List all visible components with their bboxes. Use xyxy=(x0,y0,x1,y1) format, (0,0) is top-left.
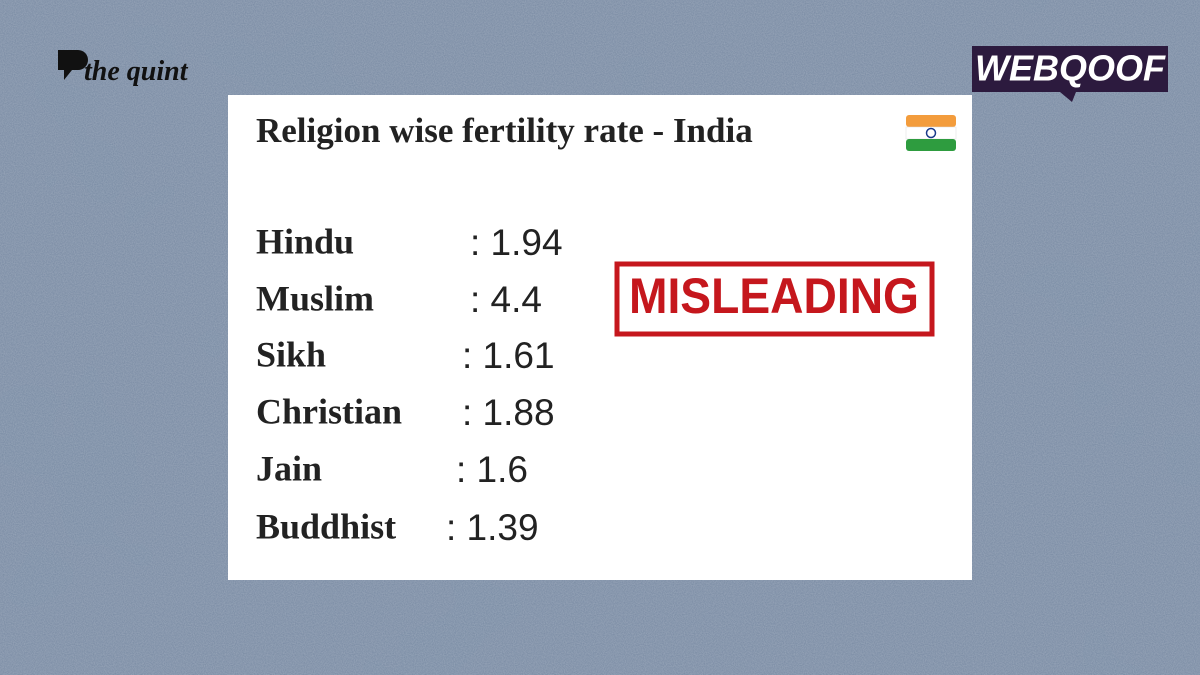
logo-icon xyxy=(58,50,88,80)
badge-box xyxy=(972,46,1168,92)
row-label: Jain xyxy=(256,448,322,488)
stamp-text: MISLEADING xyxy=(629,268,919,324)
flag-chakra xyxy=(925,127,937,139)
flag-green xyxy=(906,139,956,151)
row-value: : 1.94 xyxy=(470,222,563,263)
row-label: Buddhist xyxy=(256,506,396,546)
row-value: : 1.88 xyxy=(462,392,555,433)
rows: Hindu : 1.94 Muslim : 4.4 Sikh : 1.61 Christia… xyxy=(256,221,563,548)
row-value: : 4.4 xyxy=(470,279,542,320)
stamp-border xyxy=(614,261,935,337)
logo-text: the quint xyxy=(84,56,189,87)
row-value: : 1.61 xyxy=(462,335,555,376)
webqoof-badge: WEBQOOF xyxy=(972,46,1168,102)
row-label: Muslim xyxy=(256,278,374,318)
row-label: Sikh xyxy=(256,334,326,374)
row-label: Christian xyxy=(256,391,402,431)
quint-logo: the quint xyxy=(58,50,189,87)
row-value: : 1.6 xyxy=(456,449,528,490)
row-label: Hindu xyxy=(256,221,354,261)
india-flag xyxy=(905,115,957,151)
badge-tail xyxy=(1060,92,1076,102)
stamp: MISLEADING xyxy=(614,261,935,337)
card xyxy=(228,95,972,580)
badge-text: WEBQOOF xyxy=(975,48,1166,89)
flag-saffron xyxy=(906,115,956,127)
row-value: : 1.39 xyxy=(446,507,539,548)
card-title: Religion wise fertility rate - India xyxy=(256,111,753,150)
